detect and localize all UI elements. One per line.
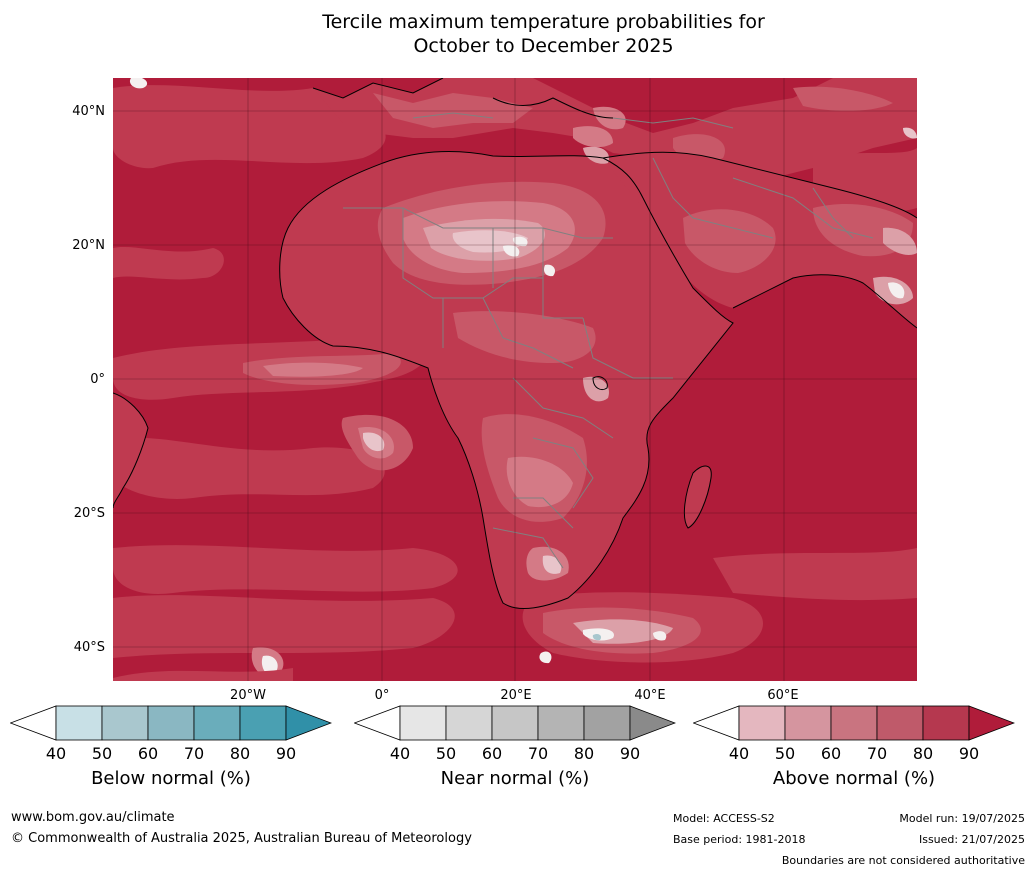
lat-label-40s: 40°S bbox=[73, 640, 105, 655]
colorbar-above-normal bbox=[693, 705, 1015, 741]
lon-label-20w: 20°W bbox=[230, 688, 266, 703]
title-line-1: Tercile maximum temperature probabilitie… bbox=[322, 11, 765, 33]
colorbar-segment bbox=[830, 705, 878, 741]
map-title: Tercile maximum temperature probabilitie… bbox=[0, 10, 1035, 58]
lat-label-20s: 20°S bbox=[73, 506, 105, 521]
colorbar-over-triangle bbox=[285, 705, 332, 741]
near-normal-label: Near normal (%) bbox=[440, 768, 590, 789]
lon-label-40e: 40°E bbox=[634, 688, 666, 703]
colorbar-over-triangle bbox=[968, 705, 1015, 741]
colorbar-segment bbox=[399, 705, 447, 741]
colorbar-tick-label: 40 bbox=[45, 744, 67, 763]
lat-label-20n: 20°N bbox=[72, 238, 105, 253]
colorbar-segment bbox=[193, 705, 241, 741]
colorbar-tick-label: 80 bbox=[573, 744, 595, 763]
colorbar-tick-label: 50 bbox=[91, 744, 113, 763]
land-arabia bbox=[573, 126, 917, 328]
title-line-2: October to December 2025 bbox=[413, 35, 674, 57]
colorbar-segment bbox=[147, 705, 195, 741]
above-normal-label: Above normal (%) bbox=[772, 768, 936, 789]
colorbar-segment bbox=[239, 705, 287, 741]
country-borders bbox=[343, 112, 874, 569]
below-normal-label: Below normal (%) bbox=[91, 768, 251, 789]
colorbar-segment bbox=[491, 705, 539, 741]
land-madagascar bbox=[684, 466, 712, 528]
colorbar-segment bbox=[537, 705, 585, 741]
footer-base-period: Base period: 1981-2018 bbox=[673, 833, 806, 846]
lon-label-20e: 20°E bbox=[500, 688, 532, 703]
colorbar-tick-label: 80 bbox=[229, 744, 251, 763]
colorbar-tick-label: 60 bbox=[481, 744, 503, 763]
colorbar-over-triangle bbox=[629, 705, 676, 741]
colorbar-near-normal bbox=[354, 705, 676, 741]
lat-label-0: 0° bbox=[90, 372, 105, 387]
colorbar-tick-label: 40 bbox=[728, 744, 750, 763]
colorbar-tick-label: 90 bbox=[275, 744, 297, 763]
colorbar-segment bbox=[55, 705, 103, 741]
colorbar-segment bbox=[876, 705, 924, 741]
map-svg bbox=[113, 78, 917, 681]
footer-url: www.bom.gov.au/climate bbox=[11, 810, 175, 825]
colorbar-segment bbox=[101, 705, 149, 741]
footer-copyright: © Commonwealth of Australia 2025, Austra… bbox=[11, 831, 472, 846]
footer-model-run: Model run: 19/07/2025 bbox=[899, 812, 1025, 825]
colorbar-tick-label: 70 bbox=[527, 744, 549, 763]
colorbar-tick-label: 70 bbox=[866, 744, 888, 763]
footer-boundaries-note: Boundaries are not considered authoritat… bbox=[781, 854, 1025, 867]
land-africa bbox=[279, 151, 733, 609]
colorbar-tick-label: 80 bbox=[912, 744, 934, 763]
land-south-america bbox=[113, 393, 148, 508]
colorbar-under-triangle bbox=[693, 705, 740, 741]
colorbar-tick-label: 90 bbox=[958, 744, 980, 763]
colorbar-segment bbox=[583, 705, 631, 741]
colorbar-segment bbox=[445, 705, 493, 741]
colorbar-segment bbox=[922, 705, 970, 741]
colorbar-below-normal bbox=[10, 705, 332, 741]
lon-label-0: 0° bbox=[374, 688, 390, 703]
colorbar-tick-label: 40 bbox=[389, 744, 411, 763]
probability-map bbox=[113, 78, 917, 681]
colorbar-tick-label: 90 bbox=[619, 744, 641, 763]
colorbar-tick-label: 50 bbox=[435, 744, 457, 763]
colorbar-segment bbox=[738, 705, 786, 741]
colorbar-tick-label: 50 bbox=[774, 744, 796, 763]
colorbar-under-triangle bbox=[10, 705, 57, 741]
colorbar-tick-label: 70 bbox=[183, 744, 205, 763]
colorbar-under-triangle bbox=[354, 705, 401, 741]
footer-issued: Issued: 21/07/2025 bbox=[918, 833, 1025, 846]
footer-model: Model: ACCESS-S2 bbox=[673, 812, 775, 825]
coastlines bbox=[113, 78, 917, 609]
colorbar-tick-label: 60 bbox=[137, 744, 159, 763]
colorbar-tick-label: 60 bbox=[820, 744, 842, 763]
graticule bbox=[113, 78, 917, 681]
colorbar-segment bbox=[784, 705, 832, 741]
lon-label-60e: 60°E bbox=[767, 688, 799, 703]
lat-label-40n: 40°N bbox=[72, 104, 105, 119]
